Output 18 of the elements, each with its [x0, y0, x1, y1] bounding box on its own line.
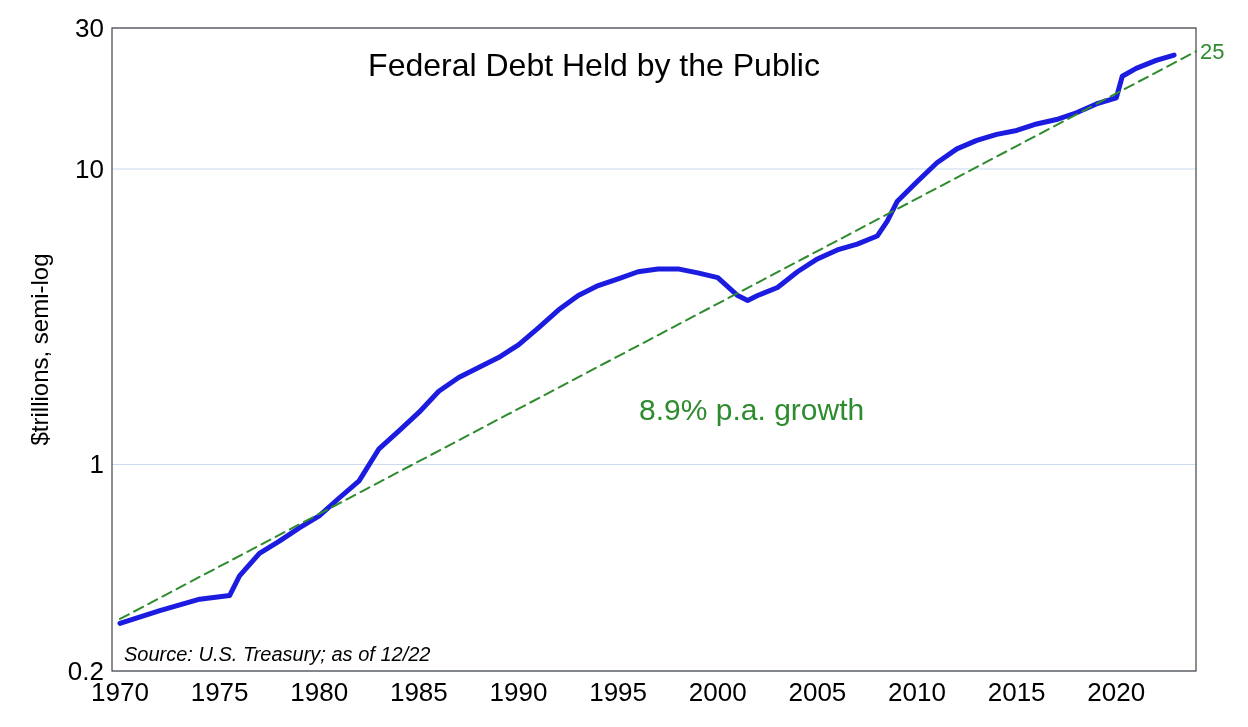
x-tick-label: 1985	[389, 677, 448, 707]
annotation: 25	[1200, 38, 1225, 64]
x-tick-label: 2015	[987, 677, 1046, 707]
x-tick-label: 2005	[788, 677, 847, 707]
x-tick-label: 1980	[290, 677, 349, 707]
x-tick-label: 1990	[489, 677, 548, 707]
y-tick-label: 1	[89, 449, 104, 480]
x-tick-label: 2020	[1087, 677, 1146, 707]
y-axis-title: $trillions, semi-log	[26, 253, 53, 446]
x-tick-label: 2010	[888, 677, 946, 707]
y-tick-label: 10	[75, 153, 104, 184]
x-tick-label: 1995	[589, 677, 648, 707]
annotation: Source: U.S. Treasury; as of 12/22	[124, 643, 431, 665]
x-tick-label: 2000	[688, 677, 747, 707]
x-tick-label: 1975	[190, 677, 249, 707]
y-tick-label: 30	[75, 13, 104, 43]
text: Federal Debt Held by the Public	[368, 47, 820, 83]
annotation: 8.9% p.a. growth	[639, 392, 865, 426]
